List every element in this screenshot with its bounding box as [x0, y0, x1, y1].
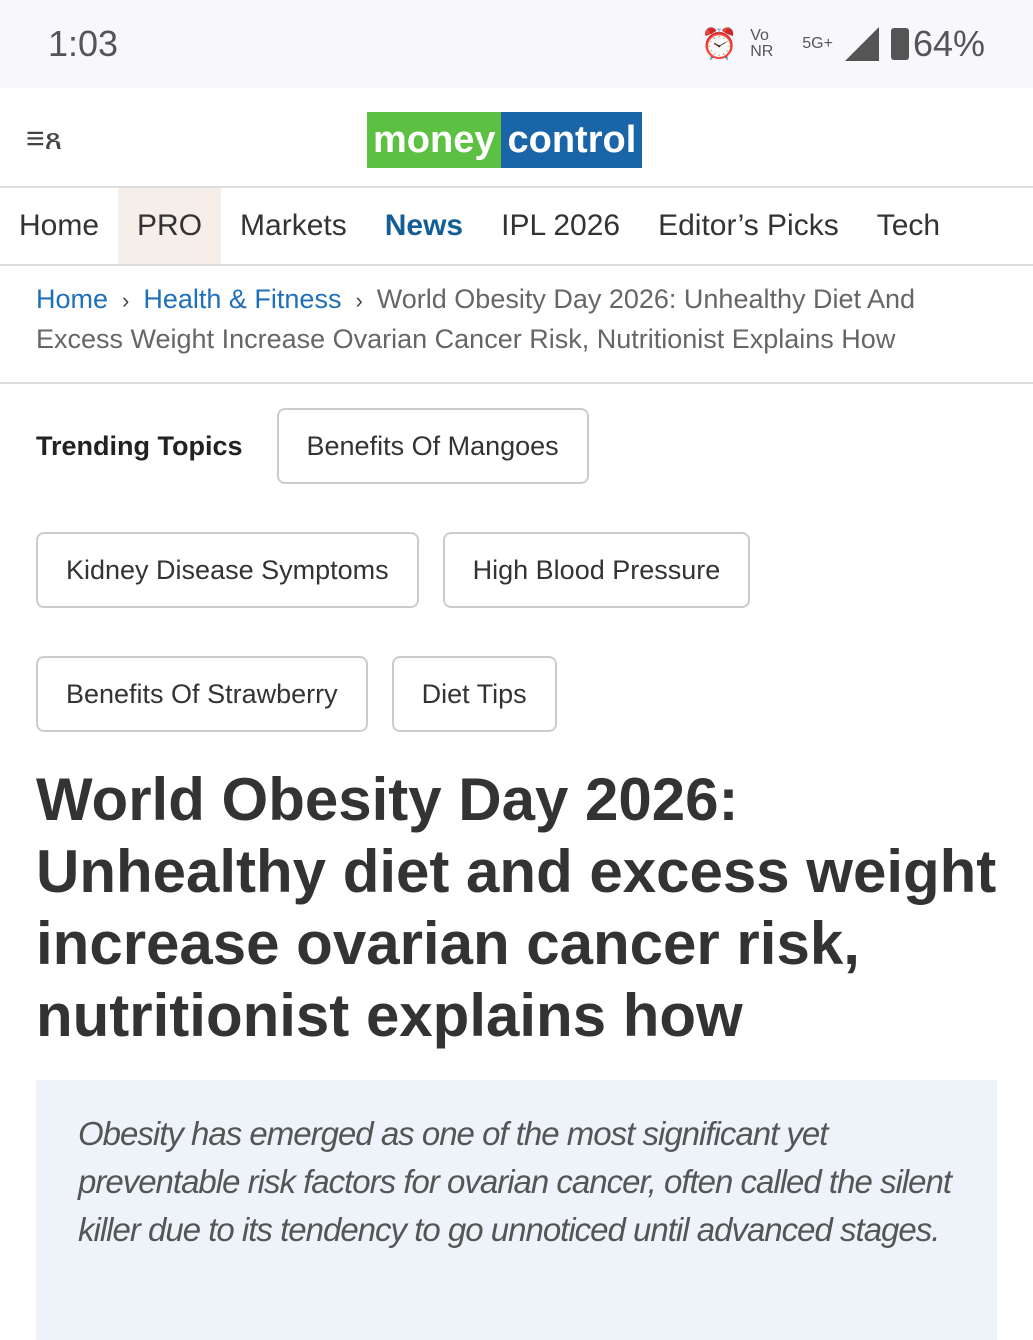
network-type: 5G+	[802, 35, 833, 52]
nav-markets[interactable]: Markets	[240, 209, 347, 242]
topic-chip[interactable]: Kidney Disease Symptoms	[36, 532, 419, 608]
trending-label: Trending Topics	[36, 430, 243, 461]
nav-news[interactable]: News	[384, 209, 464, 242]
clock: 1:03	[48, 23, 119, 64]
main-nav: Home PRO Markets News IPL 2026 Editor’s …	[0, 188, 1033, 266]
menu-user-icon[interactable]: ≡ጸ	[26, 120, 63, 156]
moneycontrol-logo[interactable]: money control	[367, 112, 643, 168]
nav-home[interactable]: Home	[19, 209, 100, 242]
nav-tech[interactable]: Tech	[876, 209, 941, 242]
chevron-right-icon: ›	[122, 288, 130, 313]
breadcrumb-home[interactable]: Home	[36, 284, 109, 314]
topic-chip[interactable]: Benefits Of Strawberry	[36, 656, 368, 732]
status-bar: 1:03 ⏰ Vo NR 5G+ 64%	[0, 0, 1033, 88]
breadcrumb: Home › Health & Fitness › World Obesity Day …	[0, 266, 1033, 384]
trending-topics: Trending Topics Benefits Of Mangoes Kidn…	[0, 384, 1033, 732]
article-title: World Obesity Day 2026: Unhealthy diet a…	[36, 766, 997, 1049]
chevron-right-icon: ›	[355, 288, 363, 313]
nav-ipl[interactable]: IPL 2026	[501, 209, 621, 242]
topic-chip[interactable]: Diet Tips	[391, 656, 557, 732]
site-header: ≡ጸ	[0, 88, 1033, 188]
battery-icon	[890, 28, 909, 60]
breadcrumb-section[interactable]: Health & Fitness	[143, 284, 342, 314]
alarm-icon: ⏰	[700, 27, 739, 61]
topic-chip[interactable]: High Blood Pressure	[442, 532, 751, 608]
nav-pro[interactable]: PRO	[118, 188, 222, 264]
battery-level: 64%	[912, 23, 985, 64]
volte-indicator: Vo NR	[750, 27, 774, 60]
signal-icon	[844, 27, 879, 61]
topic-chip[interactable]: Benefits Of Mangoes	[276, 408, 589, 484]
breadcrumb-current: World Obesity Day 2026: Unhealthy Diet A…	[36, 284, 916, 354]
nav-editors-picks[interactable]: Editor’s Picks	[658, 209, 839, 242]
article-summary: Obesity has emerged as one of the most s…	[36, 1080, 997, 1340]
